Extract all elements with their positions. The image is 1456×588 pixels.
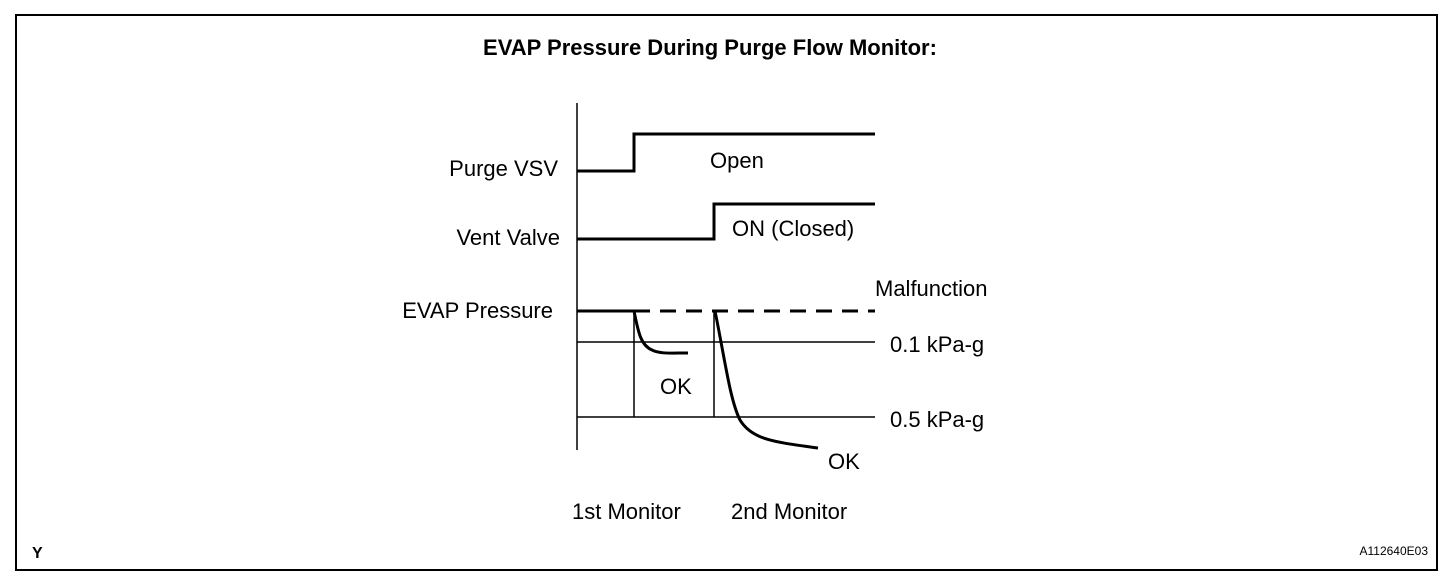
vent-valve-trace [577, 202, 875, 241]
frame [15, 14, 1438, 571]
corner-mark: Y [32, 545, 43, 562]
purge-vsv-label: Purge VSV [449, 156, 558, 181]
evap-pressure-label: EVAP Pressure [402, 298, 553, 323]
second-monitor-pressure-curve [713, 310, 819, 450]
vent-valve-state: ON (Closed) [732, 216, 854, 241]
vent-valve-label: Vent Valve [456, 225, 560, 250]
threshold-label-0-5: 0.5 kPa-g [890, 407, 984, 432]
purge-vsv-state: Open [710, 148, 764, 173]
first-monitor-pressure-curve [632, 310, 689, 355]
second-monitor-label: 2nd Monitor [731, 499, 847, 524]
threshold-label-0-1: 0.1 kPa-g [890, 332, 984, 357]
figure-id: A112640E03 [1359, 544, 1428, 558]
diagram-title: EVAP Pressure During Purge Flow Monitor: [483, 35, 937, 60]
malfunction-label: Malfunction [875, 276, 988, 301]
second-result-label: OK [828, 449, 860, 474]
first-result-label: OK [660, 374, 692, 399]
purge-vsv-trace [577, 132, 875, 173]
first-monitor-label: 1st Monitor [572, 499, 681, 524]
